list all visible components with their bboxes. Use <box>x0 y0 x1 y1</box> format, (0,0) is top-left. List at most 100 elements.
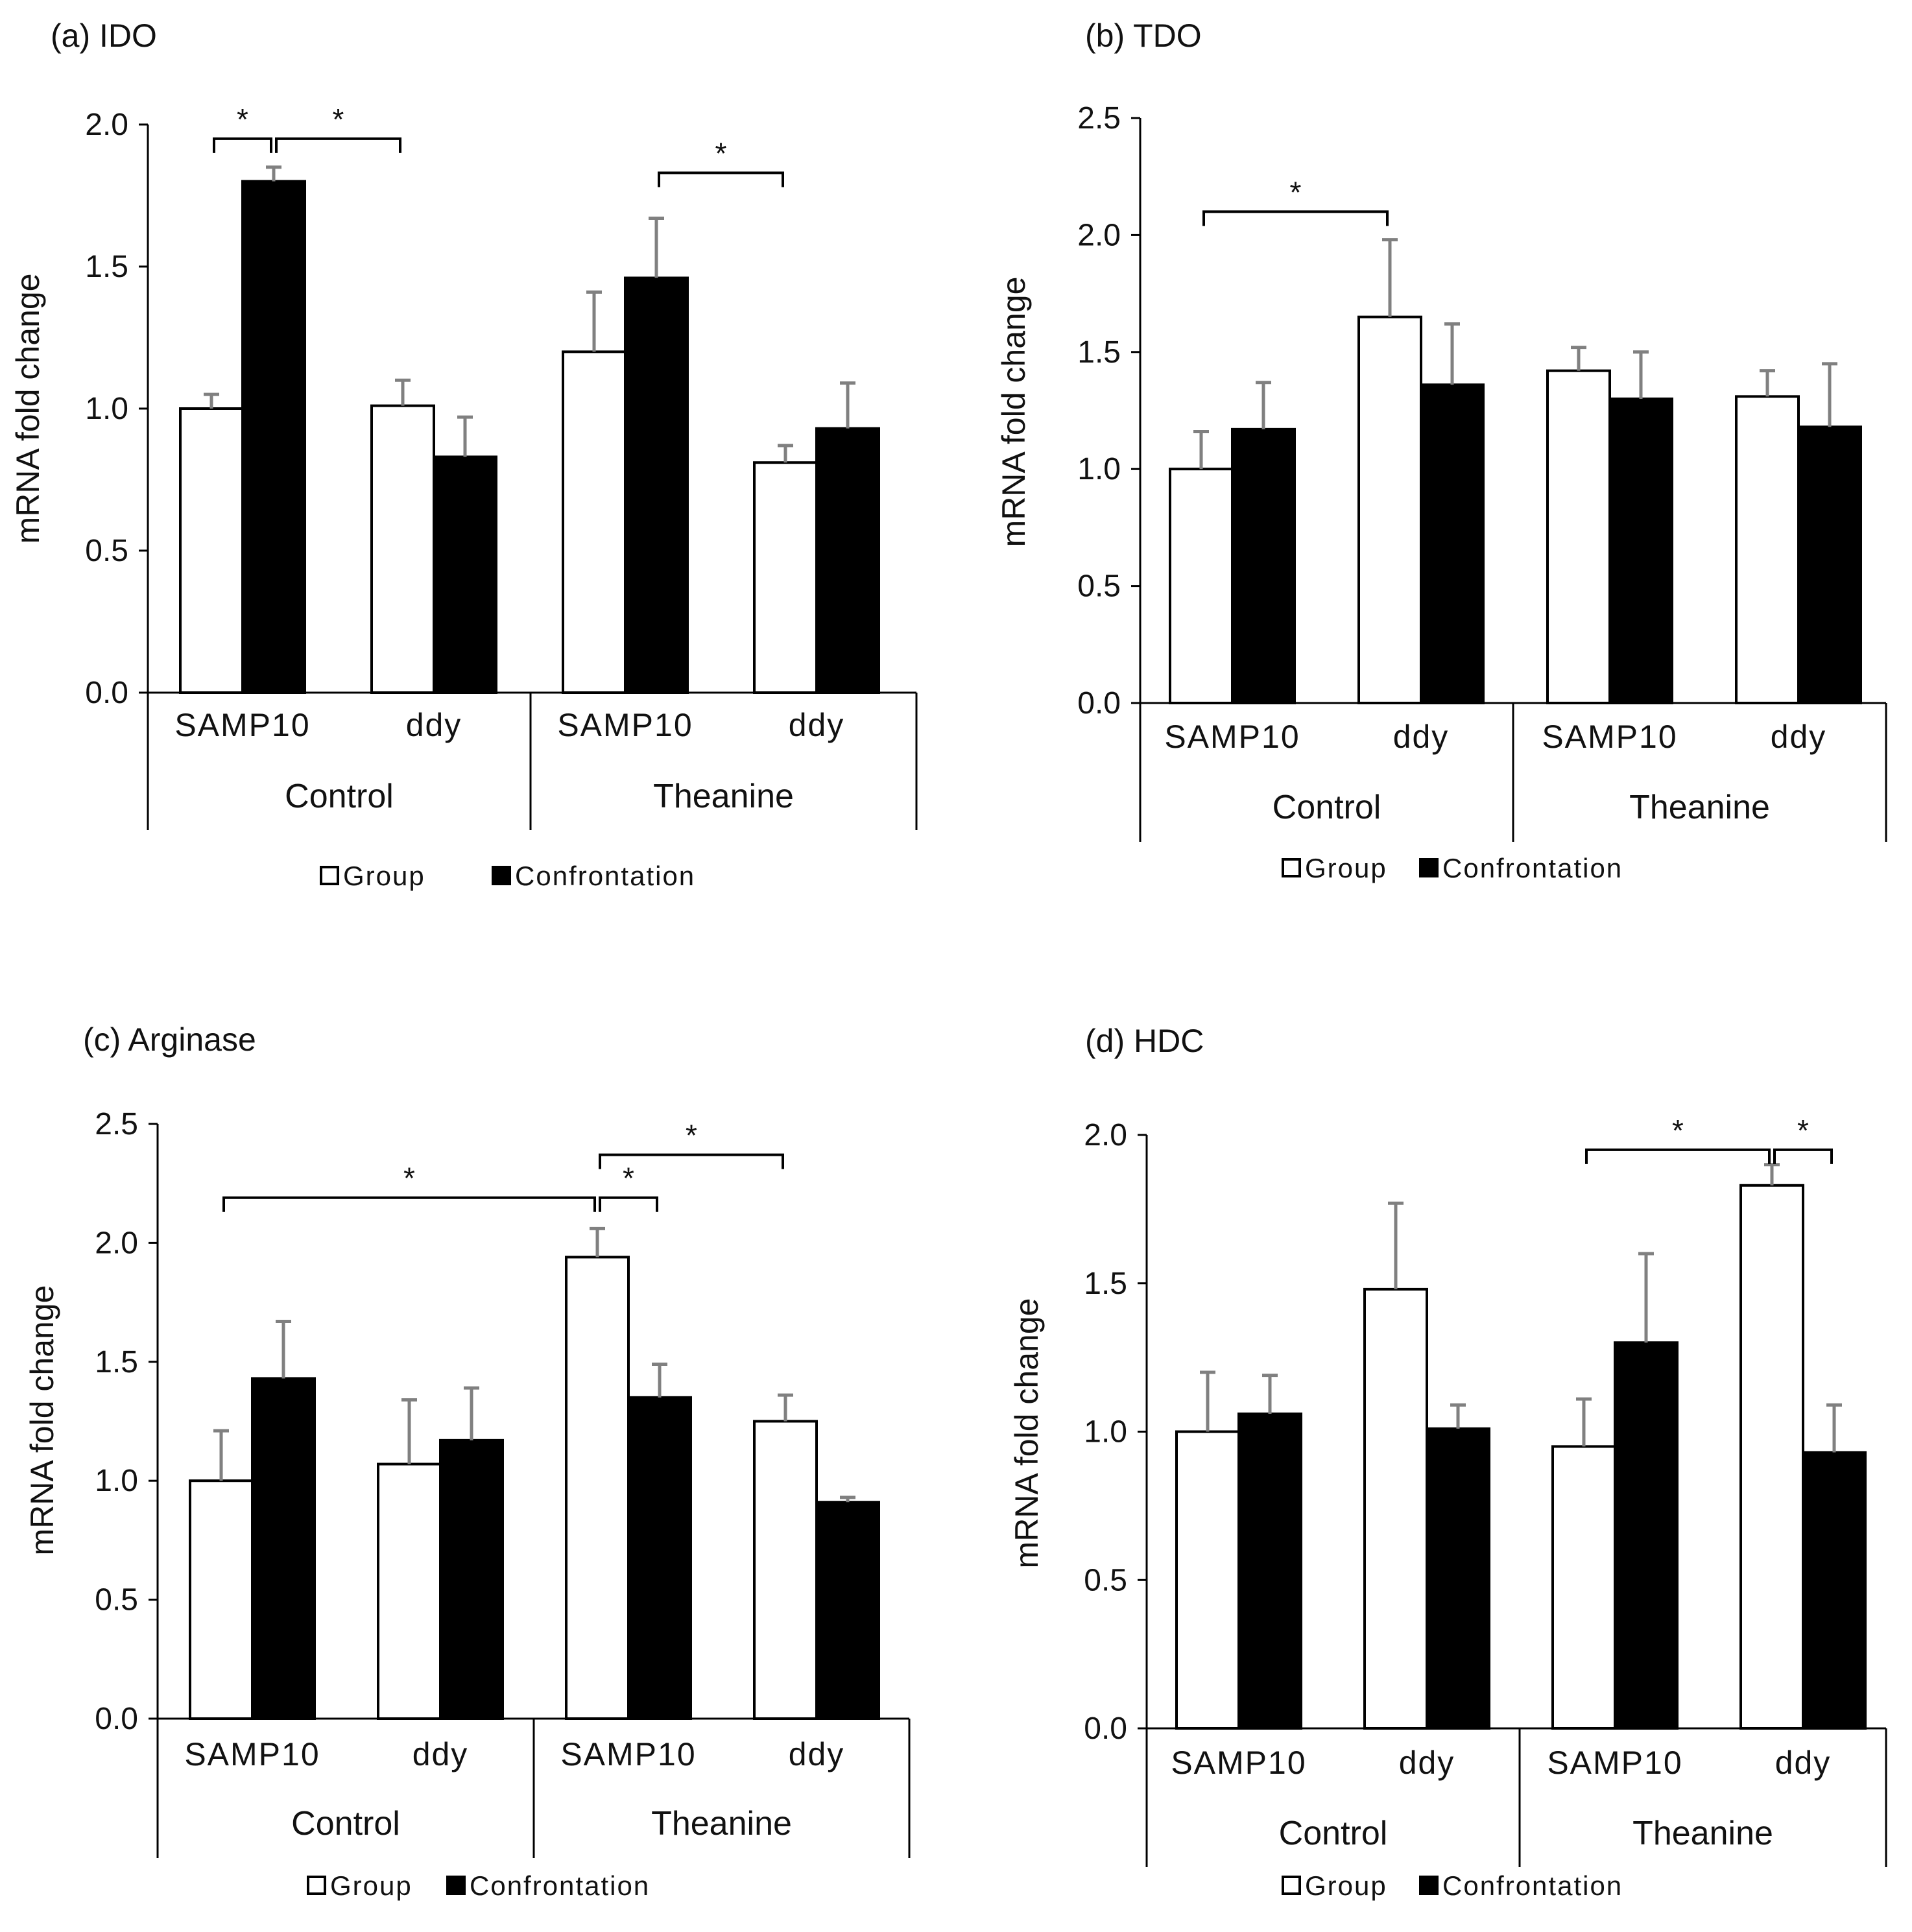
category-label: ddy <box>1393 719 1450 755</box>
y-tick-label: 1.5 <box>1084 1267 1127 1301</box>
group-label-theanine: Theanine <box>1629 789 1770 826</box>
category-label: SAMP10 <box>560 1736 696 1772</box>
bar-confrontation-0 <box>251 1377 316 1721</box>
category-label: SAMP10 <box>1547 1745 1682 1781</box>
significance-star: * <box>333 102 344 136</box>
bar-group-2 <box>1551 1445 1616 1730</box>
significance-bracket <box>1773 1148 1833 1164</box>
bar-confrontation-2 <box>1614 1341 1679 1730</box>
legend-label-group: Group <box>330 1870 412 1901</box>
bar-confrontation-1 <box>1426 1427 1490 1730</box>
bar-confrontation-3 <box>1802 1451 1867 1730</box>
category-label: SAMP10 <box>184 1736 320 1772</box>
y-tick-label: 2.5 <box>95 1107 138 1141</box>
y-tick-label: 0.5 <box>95 1583 138 1617</box>
y-tick-label: 1.5 <box>95 1345 138 1379</box>
category-label: SAMP10 <box>1164 719 1300 755</box>
significance-star: * <box>686 1119 697 1152</box>
category-label: ddy <box>1775 1745 1832 1781</box>
y-tick-label: 2.0 <box>1077 218 1121 252</box>
y-axis-title: mRNA fold change <box>10 274 46 544</box>
bar-confrontation-3 <box>815 427 880 694</box>
significance-star: * <box>237 102 248 136</box>
category-label: SAMP10 <box>1171 1745 1306 1781</box>
legend-swatch-confrontation <box>1419 858 1439 877</box>
y-tick-label: 0.5 <box>1084 1563 1127 1597</box>
legend-label-confrontation: Confrontation <box>470 1870 650 1901</box>
legend-label-group: Group <box>1305 853 1387 883</box>
bar-group-0 <box>1169 468 1234 704</box>
significance-bracket <box>275 137 401 153</box>
significance-star: * <box>1672 1114 1684 1147</box>
bar-group-3 <box>1739 1184 1804 1730</box>
significance-star: * <box>403 1162 415 1195</box>
chart-panel-c: (c) Arginase mRNA fold change 0.0 0.5 1.0 1.5… <box>24 1021 911 1901</box>
bar-group-3 <box>1735 395 1800 704</box>
y-tick-label: 0.5 <box>85 534 128 568</box>
legend-swatch-confrontation <box>1419 1876 1439 1895</box>
category-label: ddy <box>406 707 462 743</box>
bar-group-1 <box>370 404 435 694</box>
y-tick-label: 1.5 <box>1077 335 1121 370</box>
bar-confrontation-0 <box>1231 427 1296 704</box>
category-label: SAMP10 <box>557 707 693 743</box>
y-tick-label: 2.0 <box>1084 1118 1127 1152</box>
y-tick-label: 0.5 <box>1077 569 1121 604</box>
legend-swatch-confrontation <box>492 866 511 885</box>
y-tick-label: 0.0 <box>85 676 128 710</box>
significance-bracket <box>1585 1148 1771 1164</box>
bar-confrontation-2 <box>1608 397 1673 705</box>
bar-confrontation-1 <box>1420 383 1485 704</box>
category-label: ddy <box>789 707 845 743</box>
chart-panel-d: (d) HDC mRNA fold change 0.0 0.5 1.0 1.5 2.0 SA… <box>1009 1023 1887 1901</box>
bar-confrontation-1 <box>433 455 497 695</box>
bar-group-0 <box>1175 1430 1240 1730</box>
y-tick-label: 0.0 <box>1077 686 1121 721</box>
legend-label-group: Group <box>343 861 425 891</box>
y-tick-label: 1.0 <box>1084 1415 1127 1449</box>
y-axis-title: mRNA fold change <box>24 1285 60 1556</box>
bar-group-0 <box>189 1479 254 1720</box>
legend-swatch-group <box>1282 1876 1301 1895</box>
y-tick-label: 0.0 <box>1084 1711 1127 1746</box>
y-tick-label: 2.0 <box>95 1226 138 1260</box>
bar-group-3 <box>753 461 818 694</box>
chart-panel-a: (a) IDO mRNA fold change 0.0 0.5 1.0 1.5 2.0 SA… <box>10 18 918 891</box>
legend-label-confrontation: Confrontation <box>515 861 695 891</box>
category-label: ddy <box>789 1736 845 1772</box>
group-label-control: Control <box>1273 789 1381 826</box>
legend-label-confrontation: Confrontation <box>1442 1870 1623 1901</box>
bar-group-1 <box>1363 1287 1428 1730</box>
bar-group-0 <box>179 407 244 694</box>
y-tick-label: 1.0 <box>85 392 128 426</box>
significance-bracket <box>1202 210 1389 226</box>
legend-label-confrontation: Confrontation <box>1442 853 1623 883</box>
category-label: SAMP10 <box>1542 719 1677 755</box>
significance-star: * <box>715 136 727 170</box>
group-label-theanine: Theanine <box>651 1805 792 1843</box>
bar-confrontation-2 <box>627 1396 692 1721</box>
bar-confrontation-0 <box>1237 1413 1302 1730</box>
bar-group-2 <box>565 1256 630 1720</box>
y-tick-label: 0.0 <box>95 1702 138 1736</box>
significance-bracket <box>213 137 272 153</box>
bar-confrontation-3 <box>1797 425 1862 704</box>
y-axis-title: mRNA fold change <box>996 277 1032 547</box>
category-label: SAMP10 <box>174 707 310 743</box>
bar-group-1 <box>377 1462 442 1720</box>
y-tick-label: 2.5 <box>1077 101 1121 136</box>
significance-star: * <box>623 1162 634 1195</box>
group-label-control: Control <box>285 778 394 815</box>
bar-confrontation-3 <box>815 1501 880 1720</box>
y-tick-label: 1.5 <box>85 250 128 284</box>
significance-bracket <box>658 171 784 187</box>
significance-bracket <box>222 1196 596 1212</box>
bar-confrontation-2 <box>624 276 689 694</box>
legend-swatch-group <box>307 1876 326 1895</box>
y-tick-label: 1.0 <box>1077 452 1121 486</box>
panel-title: (d) HDC <box>1085 1023 1204 1059</box>
group-label-theanine: Theanine <box>653 778 794 815</box>
significance-star: * <box>1290 175 1302 209</box>
group-label-control: Control <box>1279 1815 1388 1852</box>
